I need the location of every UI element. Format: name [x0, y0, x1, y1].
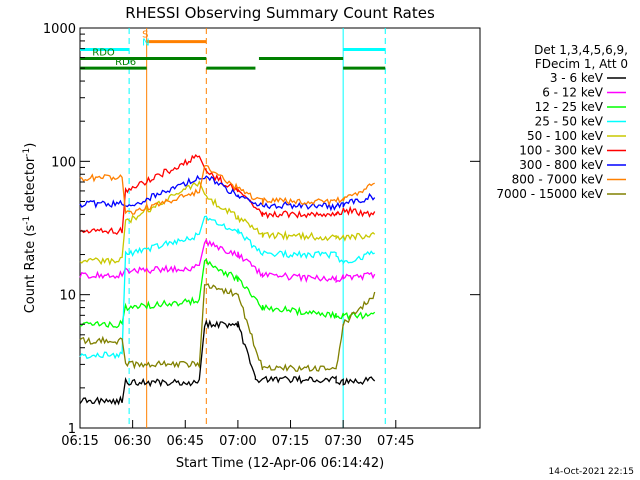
flag-label-rd6: RD6 — [115, 57, 136, 68]
legend-label-8: 7000 - 15000 keV — [496, 187, 603, 201]
y-tick-label-0: 1 — [68, 422, 76, 437]
x-tick-label-4: 07:15 — [272, 434, 309, 449]
legend-header-1: Det 1,3,4,5,6,9, — [534, 43, 628, 57]
y-axis-ticks: 1 10 100 1000 — [43, 22, 480, 437]
series-line-3 — [79, 215, 375, 360]
series-line-0 — [79, 319, 376, 406]
y-axis-label-main: Count Rate (s — [23, 225, 38, 314]
legend-label-0: 3 - 6 keV — [550, 71, 604, 85]
legend-label-1: 6 - 12 keV — [542, 86, 604, 100]
legend-label-5: 100 - 300 keV — [519, 144, 603, 158]
legend-label-4: 50 - 100 keV — [527, 129, 604, 143]
series-line-4 — [79, 180, 376, 266]
chart-title: RHESSI Observing Summary Count Rates — [125, 4, 435, 22]
y-axis-label: Count Rate (s-1 detector-1) — [22, 143, 38, 314]
flag-label-rdo: RDO — [92, 48, 115, 59]
series-line-2 — [79, 258, 376, 329]
y-tick-label-3: 1000 — [43, 22, 76, 37]
flag-label-s: S — [142, 30, 148, 41]
x-tick-label-2: 06:45 — [167, 434, 204, 449]
series-line-8 — [79, 283, 376, 372]
legend-label-6: 300 - 800 keV — [519, 158, 603, 172]
y-axis-label-mid: detector — [23, 156, 38, 216]
series-line-7 — [79, 164, 375, 215]
flag-label-n: N — [142, 37, 149, 48]
x-tick-label-0: 06:15 — [61, 434, 98, 449]
legend-label-2: 12 - 25 keV — [535, 100, 604, 114]
series-line-1 — [79, 238, 376, 284]
y-tick-label-1: 10 — [59, 289, 76, 304]
series-group — [79, 154, 376, 406]
x-axis-ticks: 06:15 06:30 06:45 07:00 07:15 07:30 07:45 — [61, 420, 415, 449]
x-tick-label-3: 07:00 — [219, 434, 256, 449]
legend-label-7: 800 - 7000 keV — [512, 173, 604, 187]
legend: Det 1,3,4,5,6,9, FDecim 1, Att 0 3 - 6 k… — [496, 43, 628, 201]
x-axis-label: Start Time (12-Apr-06 06:14:42) — [176, 456, 384, 471]
series-line-5 — [79, 154, 376, 236]
legend-header-2: FDecim 1, Att 0 — [535, 57, 628, 71]
x-tick-label-5: 07:30 — [324, 434, 361, 449]
x-tick-label-6: 07:45 — [377, 434, 414, 449]
y-tick-label-2: 100 — [51, 155, 76, 170]
legend-label-3: 25 - 50 keV — [535, 115, 604, 129]
plot-frame — [79, 27, 481, 429]
x-tick-label-1: 06:30 — [114, 434, 151, 449]
y-axis-label-sup1: -1 — [22, 216, 32, 225]
y-axis-label-sup2: -1 — [22, 148, 32, 157]
y-axis-label-end: ) — [23, 143, 38, 148]
footer-date: 14-Oct-2021 22:15 — [549, 467, 634, 477]
